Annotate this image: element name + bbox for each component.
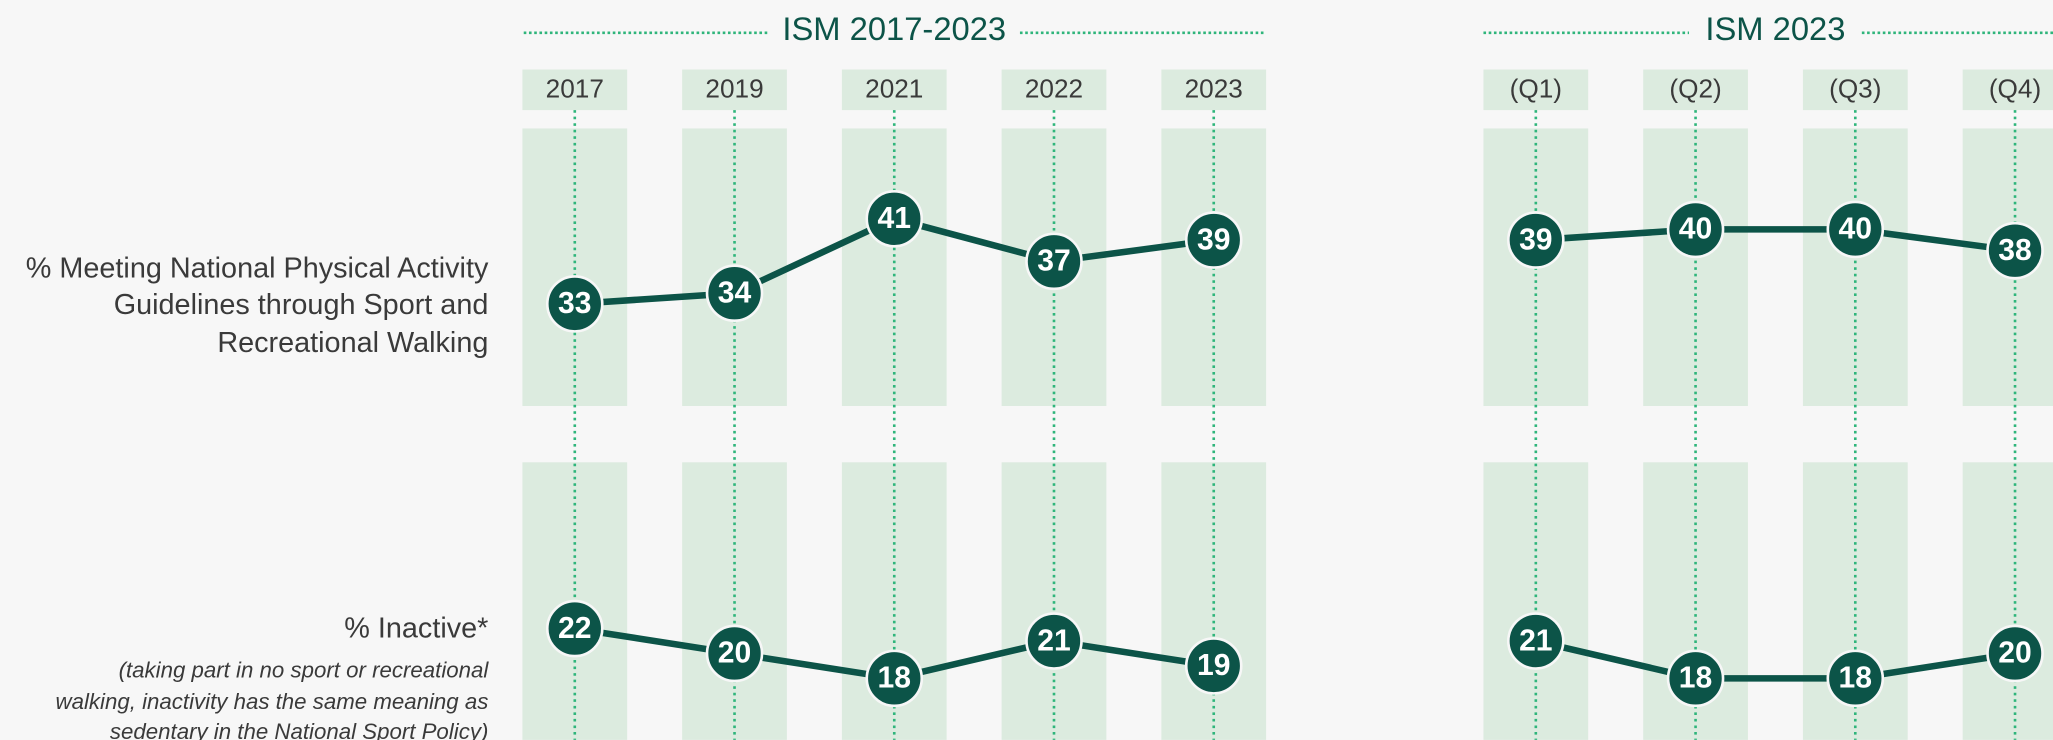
- data-point: [1025, 612, 1083, 670]
- data-label: 40: [1839, 213, 1872, 246]
- category-label: (Q2): [1669, 73, 1721, 103]
- data-label: 18: [1839, 662, 1872, 695]
- category-label: 2017: [546, 73, 604, 103]
- data-point: [865, 189, 924, 248]
- row-note: sedentary in the National Sport Policy): [110, 719, 488, 740]
- category-box: [1001, 69, 1107, 111]
- data-label: 20: [1998, 637, 2031, 670]
- category-label: 2019: [705, 73, 763, 103]
- data-label: 33: [558, 287, 592, 320]
- data-point: [545, 275, 604, 333]
- data-label: 39: [1519, 223, 1552, 256]
- category-label: (Q4): [1989, 73, 2041, 103]
- data-label: 19: [1197, 649, 1231, 682]
- row-band: [1962, 462, 2053, 740]
- data-point: [1826, 649, 1885, 708]
- data-point: [1507, 612, 1565, 670]
- category-box: [522, 69, 628, 111]
- data-label: 40: [1679, 213, 1712, 246]
- category-box: [1962, 69, 2053, 111]
- data-point: [1184, 211, 1243, 269]
- data-label: 34: [718, 277, 752, 310]
- data-point: [705, 624, 764, 683]
- row-label: Guidelines through Sport and: [114, 289, 489, 321]
- category-label: 2023: [1185, 73, 1243, 103]
- category-box: [841, 69, 947, 111]
- data-point: [1986, 624, 2044, 683]
- data-label: 37: [1037, 245, 1071, 278]
- data-point: [1184, 637, 1243, 695]
- category-box: [1483, 69, 1589, 111]
- category-label: (Q1): [1510, 73, 1562, 103]
- category-box: [1802, 69, 1908, 111]
- data-label: 18: [1679, 662, 1712, 695]
- data-point: [545, 599, 604, 658]
- row-note: walking, inactivity has the same meaning…: [56, 689, 489, 714]
- data-label: 22: [558, 612, 592, 645]
- category-label: 2021: [865, 73, 923, 103]
- series-line: [1535, 226, 2016, 254]
- row-label: % Inactive*: [344, 613, 488, 645]
- row-note: (taking part in no sport or recreational: [119, 658, 490, 683]
- data-label: 21: [1519, 624, 1552, 657]
- data-point: [1507, 211, 1565, 269]
- category-box: [1643, 69, 1748, 111]
- category-box: [1161, 69, 1267, 111]
- data-label: 21: [1037, 624, 1071, 657]
- data-point: [705, 264, 764, 323]
- data-point: [1666, 200, 1725, 259]
- data-point: [1986, 221, 2044, 280]
- row-label: Recreational Walking: [217, 327, 488, 359]
- series-line: [1535, 637, 2016, 682]
- row-label: % Meeting National Physical Activity: [26, 252, 489, 284]
- data-point: [1025, 232, 1083, 291]
- category-label: (Q3): [1829, 73, 1881, 103]
- data-point: [865, 649, 924, 708]
- data-label: 41: [878, 202, 912, 235]
- data-label: 39: [1197, 223, 1231, 256]
- panel-title: ISM 2023: [1705, 10, 1845, 47]
- data-label: 20: [718, 637, 752, 670]
- category-label: 2022: [1025, 73, 1083, 103]
- data-point: [1826, 200, 1885, 259]
- data-point: [1666, 649, 1725, 708]
- category-box: [682, 69, 787, 111]
- data-label: 18: [878, 662, 912, 695]
- panel-title: ISM 2017-2023: [782, 10, 1006, 47]
- data-label: 38: [1998, 234, 2031, 267]
